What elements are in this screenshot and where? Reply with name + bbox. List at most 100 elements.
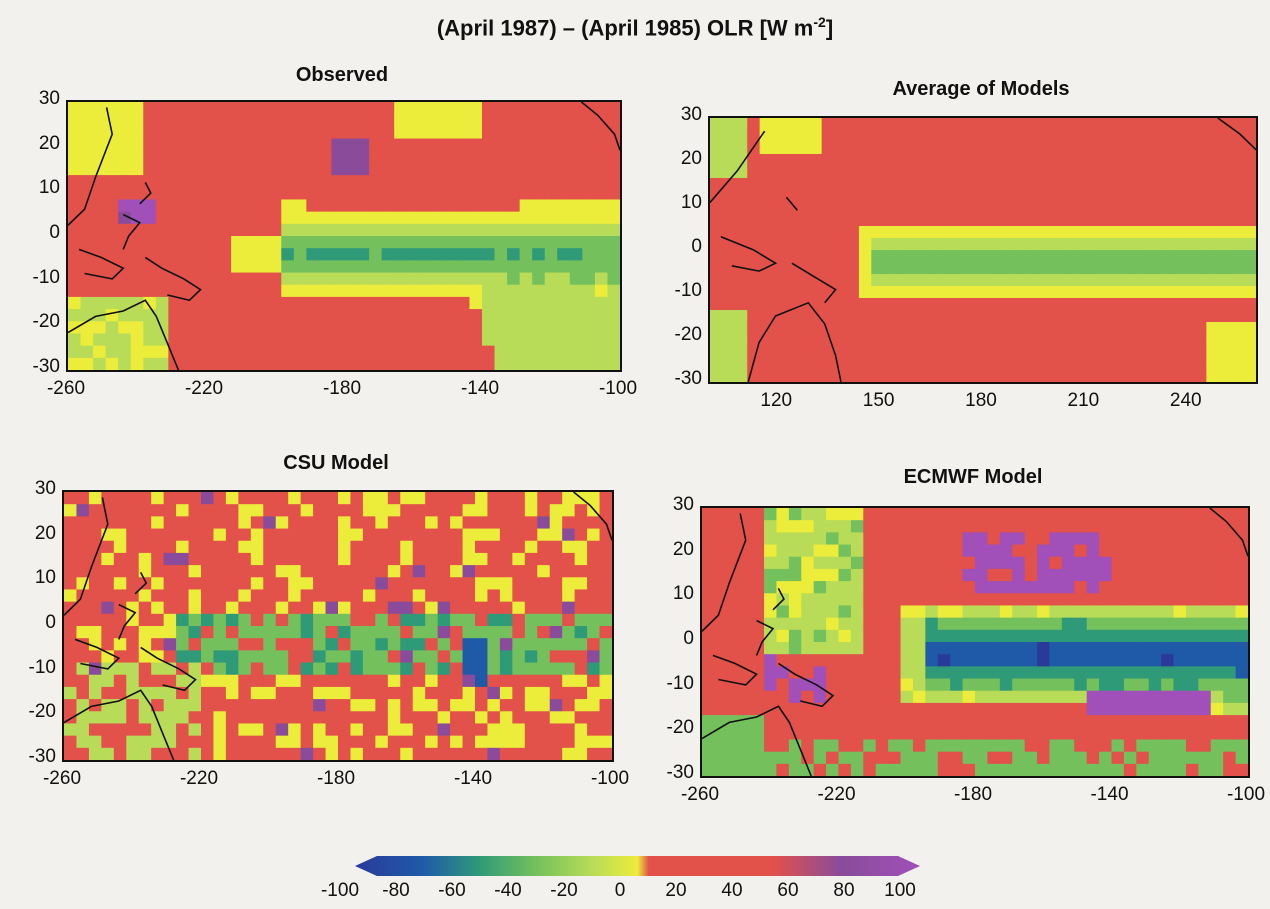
heatmap-cell bbox=[350, 492, 364, 505]
heatmap-cell bbox=[163, 516, 177, 530]
heatmap-cell bbox=[846, 310, 860, 323]
heatmap-cell bbox=[225, 613, 239, 627]
heatmap-cell bbox=[1020, 286, 1034, 299]
heatmap-cell bbox=[958, 118, 972, 131]
heatmap-cell bbox=[549, 528, 563, 542]
heatmap-cell bbox=[406, 236, 420, 249]
heatmap-cell bbox=[400, 662, 414, 676]
heatmap-cell bbox=[313, 540, 327, 554]
heatmap-cell bbox=[306, 223, 320, 237]
heatmap-cell bbox=[970, 190, 984, 203]
heatmap-cell bbox=[1131, 286, 1145, 299]
heatmap-cell bbox=[1148, 739, 1162, 753]
heatmap-cell bbox=[225, 723, 239, 737]
y-tick-label: 0 bbox=[49, 222, 60, 243]
heatmap-cell bbox=[456, 296, 471, 310]
heatmap-cell bbox=[293, 138, 307, 152]
heatmap-cell bbox=[375, 601, 389, 615]
heatmap-cell bbox=[293, 223, 307, 237]
heatmap-cell bbox=[788, 739, 802, 753]
heatmap-cell bbox=[702, 556, 716, 570]
heatmap-cell bbox=[1012, 690, 1026, 704]
heatmap-cell bbox=[206, 175, 220, 188]
heatmap-cell bbox=[268, 284, 282, 298]
heatmap-cell bbox=[80, 162, 94, 176]
heatmap-cell bbox=[350, 552, 364, 566]
heatmap-cell bbox=[88, 747, 102, 760]
heatmap-cell bbox=[933, 130, 947, 143]
heatmap-cell bbox=[143, 150, 157, 164]
heatmap-cell bbox=[587, 492, 601, 505]
heatmap-cell bbox=[937, 702, 951, 716]
heatmap-cell bbox=[1107, 154, 1121, 167]
heatmap-cell bbox=[1210, 690, 1224, 704]
heatmap-cell bbox=[1136, 763, 1150, 776]
heatmap-cell bbox=[362, 711, 376, 725]
heatmap-cell bbox=[1210, 617, 1224, 631]
heatmap-cell bbox=[549, 565, 563, 578]
heatmap-cell bbox=[126, 626, 140, 639]
heatmap-cell bbox=[524, 699, 538, 712]
heatmap-cell bbox=[1169, 286, 1183, 299]
heatmap-cell bbox=[331, 175, 345, 188]
heatmap-cell bbox=[218, 272, 232, 286]
heatmap-cell bbox=[88, 577, 102, 591]
heatmap-cell bbox=[1223, 702, 1237, 716]
heatmap-cell bbox=[1235, 702, 1248, 716]
heatmap-cell bbox=[88, 735, 102, 749]
heatmap-cell bbox=[1235, 654, 1248, 667]
heatmap-cell bbox=[499, 674, 513, 688]
heatmap-cell bbox=[268, 357, 282, 370]
heatmap-cell bbox=[231, 284, 245, 298]
heatmap-cell bbox=[188, 638, 202, 651]
heatmap-cell bbox=[772, 130, 786, 143]
heatmap-cell bbox=[406, 162, 420, 176]
heatmap-cell bbox=[475, 577, 489, 591]
heatmap-cell bbox=[64, 638, 78, 651]
heatmap-cell bbox=[1082, 262, 1096, 275]
heatmap-cell bbox=[574, 662, 588, 676]
heatmap-cell bbox=[93, 114, 107, 127]
heatmap-cell bbox=[176, 540, 190, 554]
heatmap-cell bbox=[1107, 226, 1121, 239]
heatmap-cell bbox=[201, 589, 215, 603]
heatmap-cell bbox=[587, 540, 601, 554]
heatmap-cell bbox=[1024, 654, 1038, 667]
heatmap-cell bbox=[143, 272, 157, 286]
colorbar-tick-label: 80 bbox=[833, 880, 855, 901]
heatmap-cell bbox=[381, 260, 395, 274]
heatmap-cell bbox=[243, 333, 257, 347]
heatmap-cell bbox=[507, 309, 521, 322]
heatmap-cell bbox=[487, 735, 501, 749]
heatmap-cell bbox=[68, 138, 82, 152]
heatmap-cell bbox=[206, 236, 220, 249]
heatmap-cell bbox=[772, 262, 786, 275]
heatmap-cell bbox=[406, 260, 420, 274]
heatmap-cell bbox=[557, 114, 571, 127]
heatmap-cell bbox=[920, 202, 934, 215]
heatmap-cell bbox=[218, 296, 232, 310]
x-tick-label: 240 bbox=[1169, 390, 1202, 411]
heatmap-cell bbox=[512, 686, 526, 700]
heatmap-cell bbox=[394, 284, 408, 298]
heatmap-cell bbox=[406, 175, 420, 188]
heatmap-cell bbox=[507, 260, 521, 274]
heatmap-cell bbox=[118, 114, 132, 127]
heatmap-cell bbox=[524, 662, 538, 676]
heatmap-cell bbox=[826, 520, 840, 533]
heatmap-cell bbox=[1024, 739, 1038, 753]
heatmap-cell bbox=[1094, 274, 1108, 287]
heatmap-cell bbox=[702, 702, 716, 716]
heatmap-cell bbox=[313, 699, 327, 712]
heatmap-cell bbox=[499, 528, 513, 542]
heatmap-cell bbox=[76, 650, 90, 664]
heatmap-cell bbox=[1094, 286, 1108, 299]
heatmap-cell bbox=[607, 321, 620, 335]
heatmap-cell bbox=[562, 540, 576, 554]
heatmap-cell bbox=[1144, 286, 1158, 299]
heatmap-cell bbox=[1119, 166, 1133, 179]
heatmap-cell bbox=[1231, 214, 1245, 227]
heatmap-cell bbox=[155, 199, 169, 213]
heatmap-cell bbox=[970, 262, 984, 275]
heatmap-cell bbox=[958, 334, 972, 347]
